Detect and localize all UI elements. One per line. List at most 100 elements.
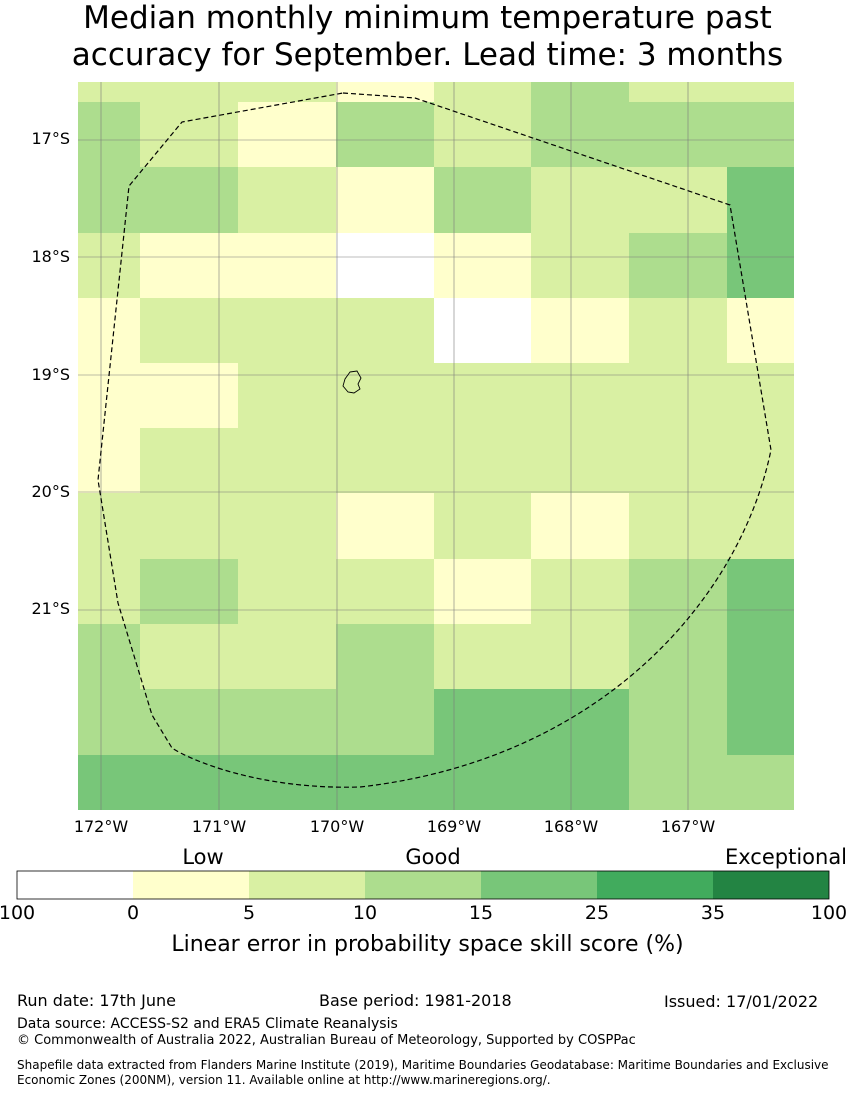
- grid-cell: [140, 82, 238, 102]
- grid-cell: [336, 428, 434, 493]
- grid-cell: [727, 755, 794, 810]
- grid-cell: [238, 493, 336, 559]
- grid-cell: [531, 755, 629, 810]
- colorbar-segment: [481, 871, 597, 899]
- grid-cell: [78, 233, 140, 298]
- lat-label: 21°S: [31, 599, 70, 618]
- grid-cell: [78, 82, 140, 102]
- grid-cell: [629, 624, 727, 689]
- colorbar-tick: 100: [810, 902, 848, 924]
- grid-cell: [238, 167, 336, 233]
- lon-label: 172°W: [73, 817, 129, 836]
- grid-cell: [238, 363, 336, 428]
- lon-label: 167°W: [660, 817, 716, 836]
- grid-cell: [238, 559, 336, 624]
- grid-cell: [531, 233, 629, 298]
- colorbar-category-low: Low: [182, 845, 224, 869]
- grid-cell: [434, 167, 531, 233]
- grid-cell: [629, 82, 794, 102]
- grid-cell: [140, 755, 238, 810]
- colorbar-tick: 35: [700, 902, 726, 924]
- grid-cell: [336, 82, 434, 102]
- grid-cell: [238, 82, 336, 102]
- grid-cell: [434, 298, 531, 363]
- grid-cell: [78, 624, 140, 689]
- grid-cell: [336, 559, 434, 624]
- grid-cell: [238, 233, 336, 298]
- grid-cell: [78, 689, 140, 755]
- grid-cell: [531, 102, 629, 167]
- grid-cell: [629, 363, 727, 428]
- grid-cell: [336, 167, 434, 233]
- copyright: © Commonwealth of Australia 2022, Austra…: [17, 1033, 636, 1048]
- grid-cell: [434, 624, 531, 689]
- grid-cell: [727, 298, 794, 363]
- grid-cell: [531, 298, 629, 363]
- grid-cell: [629, 559, 727, 624]
- grid-cell: [336, 363, 434, 428]
- lon-label: 168°W: [543, 817, 599, 836]
- grid-cell: [78, 428, 140, 493]
- grid-cell: [727, 363, 794, 428]
- run-date: Run date: 17th June: [17, 991, 177, 1010]
- niue-island-outline: [342, 370, 362, 394]
- grid-cell: [336, 689, 434, 755]
- grid-cell: [336, 755, 434, 810]
- lat-label: 19°S: [31, 365, 70, 384]
- grid-cell: [727, 559, 794, 624]
- chart-title-line2: accuracy for September. Lead time: 3 mon…: [71, 37, 784, 73]
- lon-label: 169°W: [426, 817, 482, 836]
- grid-cell: [629, 102, 794, 167]
- lon-label: 170°W: [309, 817, 365, 836]
- lat-label: 17°S: [31, 129, 70, 148]
- grid-cell: [531, 493, 629, 559]
- grid-cell: [434, 82, 531, 102]
- grid-cell: [140, 559, 238, 624]
- map-grid-cells: [78, 82, 794, 810]
- issued-date: Issued: 17/01/2022: [664, 992, 819, 1011]
- grid-cell: [629, 428, 727, 493]
- shapefile-credit: Shapefile data extracted from Flanders M…: [17, 1058, 829, 1088]
- chart-title: Median monthly minimum temperature past …: [0, 0, 855, 74]
- colorbar-segment: [249, 871, 365, 899]
- grid-cell: [629, 167, 727, 233]
- grid-cell: [727, 493, 794, 559]
- colorbar-tick: 25: [584, 902, 610, 924]
- grid-cell: [140, 624, 238, 689]
- grid-cell: [238, 689, 336, 755]
- grid-cell: [238, 624, 336, 689]
- grid-cell: [434, 689, 531, 755]
- colorbar-tick: 10: [352, 902, 378, 924]
- grid-cell: [336, 102, 434, 167]
- grid-cell: [434, 559, 531, 624]
- colorbar-tick: 15: [468, 902, 494, 924]
- grid-cell: [434, 428, 531, 493]
- grid-cell: [629, 233, 727, 298]
- lon-label: 171°W: [191, 817, 247, 836]
- colorbar-segment: [133, 871, 249, 899]
- grid-cell: [238, 298, 336, 363]
- grid-cell: [434, 363, 531, 428]
- colorbar-label: Linear error in probability space skill …: [171, 932, 684, 957]
- grid-cell: [727, 624, 794, 689]
- grid-cell: [531, 624, 629, 689]
- grid-cell: [78, 167, 140, 233]
- grid-cell: [629, 298, 727, 363]
- grid-cell: [727, 167, 794, 233]
- colorbar-tick: 0: [126, 902, 140, 924]
- grid-cell: [531, 689, 629, 755]
- grid-cell: [78, 755, 140, 810]
- grid-cell: [531, 363, 629, 428]
- colorbar: [16, 870, 830, 900]
- lat-label: 20°S: [31, 482, 70, 501]
- colorbar-segment: [17, 871, 133, 899]
- colorbar-category-exceptional: Exceptional: [724, 845, 848, 869]
- grid-cell: [140, 167, 238, 233]
- grid-cell: [629, 493, 727, 559]
- grid-cell: [140, 689, 238, 755]
- grid-cell: [727, 428, 794, 493]
- grid-cell: [531, 428, 629, 493]
- grid-cell: [531, 559, 629, 624]
- colorbar-border: [16, 870, 830, 900]
